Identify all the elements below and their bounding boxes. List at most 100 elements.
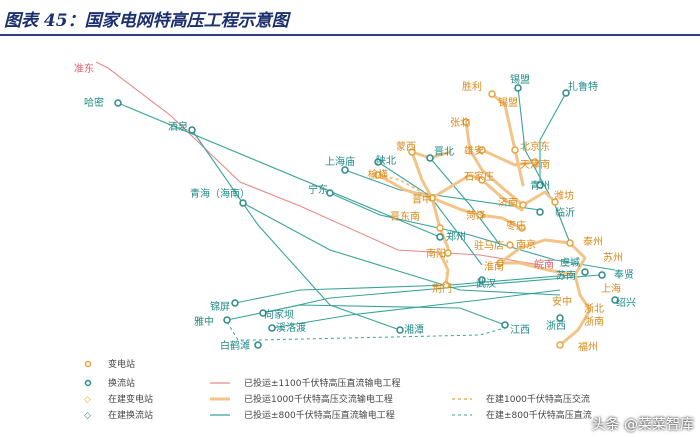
station-marker-zaozhuang <box>518 224 526 232</box>
station-label: 湘潭 <box>404 323 424 336</box>
line-qinghai-yucheng <box>242 202 561 296</box>
station-label: 溪洛渡 <box>276 321 306 334</box>
station-marker-ximeng <box>514 84 522 92</box>
legend-conv-icon <box>84 379 92 387</box>
station-marker-jinbei <box>426 154 434 162</box>
station-marker-nanjing <box>506 241 514 249</box>
station-marker-xiangtan <box>396 326 404 334</box>
line-hami-zhengzhou <box>117 102 441 238</box>
station-marker-baihetan <box>254 341 262 349</box>
station-marker-jiuquan <box>188 126 196 134</box>
line-ring-zhejiang <box>558 273 592 347</box>
station-marker-zalute <box>562 89 570 97</box>
station-marker-jinzhong <box>428 194 436 202</box>
station-label: 浙西 <box>546 320 566 332</box>
station-marker-shengli <box>488 90 496 98</box>
line-shanghaimiao-linyi <box>344 169 541 211</box>
station-label: 菏泽 <box>466 210 486 222</box>
station-marker-beijingdong <box>511 146 519 154</box>
line-jinzhong-shijiazhuang <box>430 173 484 200</box>
station-label: 扎鲁特 <box>568 80 598 93</box>
line-ningdong-shaoxing <box>329 192 616 271</box>
station-label: 青海（海南） <box>190 187 250 200</box>
station-label: 晋中 <box>412 193 432 206</box>
station-label: 泰州 <box>583 235 603 248</box>
dc800-lines <box>117 87 616 331</box>
station-marker-jinping <box>231 299 239 307</box>
watermark: 头条 @菜菜智库 <box>591 417 694 433</box>
station-label: 浙南 <box>584 315 604 328</box>
station-marker-zhangbei <box>462 118 470 126</box>
station-marker-zhengzhou <box>436 233 444 241</box>
station-label: 张北 <box>450 117 470 129</box>
station-label: 白鹤滩 <box>220 339 250 352</box>
station-label: 胜利 <box>462 81 482 93</box>
line-build-yuheng <box>377 174 433 199</box>
station-label: 上海庙 <box>325 155 355 168</box>
page-title: 图表 45：国家电网特高压工程示意图 <box>4 11 289 31</box>
legend-label: 已投运±800千伏特高压直流输电工程 <box>244 409 395 421</box>
station-marker-yuheng <box>374 171 382 179</box>
legend-label: 在建换流站 <box>108 409 153 421</box>
uhv-grid-map: 准东 哈密 酒泉 青海（海南） 宁东 上海庙 陕北 榆横 蒙西 晋北 晋中 晋东… <box>74 61 636 421</box>
legend-conv-build-icon: ◇ <box>84 411 91 421</box>
dc1100-lines <box>95 61 541 266</box>
line-jinping-sunan <box>234 274 571 304</box>
station-marker-weifang <box>551 198 559 206</box>
station-label: 苏州 <box>603 251 623 264</box>
station-label: 蒙西 <box>396 140 416 153</box>
station-label: 石家庄 <box>464 170 494 183</box>
station-marker-xiangjiaba <box>259 309 267 317</box>
station-label: 锡盟 <box>498 96 518 109</box>
station-label: 潍坊 <box>554 189 574 202</box>
ac1000-lines <box>376 92 592 347</box>
station-marker-jindongnan <box>436 224 444 232</box>
station-label: 皖南 <box>534 258 554 271</box>
legend-label: 换流站 <box>108 377 135 389</box>
station-label: 绍兴 <box>616 296 636 309</box>
station-marker-sunan <box>581 268 589 276</box>
station-marker-jingmen <box>442 281 450 289</box>
station-labels: 准东 哈密 酒泉 青海（海南） 宁东 上海庙 陕北 榆横 蒙西 晋北 晋中 晋东… <box>74 62 636 353</box>
station-label: 酒泉 <box>168 120 188 133</box>
station-label: 南京 <box>516 238 536 251</box>
legend-label: 在建1000千伏特高压交流 <box>486 393 590 405</box>
station-label: 锦屏 <box>210 300 230 313</box>
station-label: 宁东 <box>308 183 328 196</box>
station-marker-linyi <box>536 208 544 216</box>
station-label: 晋东南 <box>390 210 420 223</box>
legend-label: 变电站 <box>108 358 135 370</box>
legend-sub-build-icon: ◇ <box>84 395 91 405</box>
station-label: 准东 <box>74 62 94 75</box>
line-xiongan-tianjin <box>480 148 537 167</box>
legend-label: 在建变电站 <box>108 393 153 405</box>
legend-sub-icon <box>84 360 92 368</box>
line-build-baihetan <box>226 321 506 341</box>
station-marker-huinan <box>496 259 504 267</box>
station-marker-wuhan <box>478 276 486 284</box>
station-markers <box>114 84 619 349</box>
line-huinan-ring <box>498 238 587 277</box>
station-marker-shaoxing <box>611 296 619 304</box>
station-marker-hami <box>114 99 122 107</box>
station-marker-nanyang <box>444 249 452 257</box>
station-marker-taizhou <box>566 239 574 247</box>
station-marker-fengxian <box>598 271 606 279</box>
station-label: 青州 <box>530 179 550 192</box>
station-label: 苏南 <box>556 269 576 282</box>
station-label: 陕北 <box>376 154 396 167</box>
station-label: 北京东 <box>520 140 550 153</box>
station-label: 雅中 <box>194 315 214 328</box>
station-marker-xiongan <box>478 146 486 154</box>
station-label: 驻马店 <box>474 239 504 252</box>
station-marker-fuzhou <box>556 341 564 349</box>
station-marker-mengxi <box>408 148 416 156</box>
station-marker-qinghai <box>239 199 247 207</box>
station-label: 郑州 <box>446 230 466 243</box>
station-label: 锡盟 <box>510 73 530 86</box>
station-label: 临沂 <box>555 206 575 219</box>
station-marker-tianjinnan <box>531 158 539 166</box>
station-label: 荆门 <box>432 282 452 295</box>
station-marker-shanbei <box>374 158 382 166</box>
station-label: 安中 <box>552 295 572 308</box>
